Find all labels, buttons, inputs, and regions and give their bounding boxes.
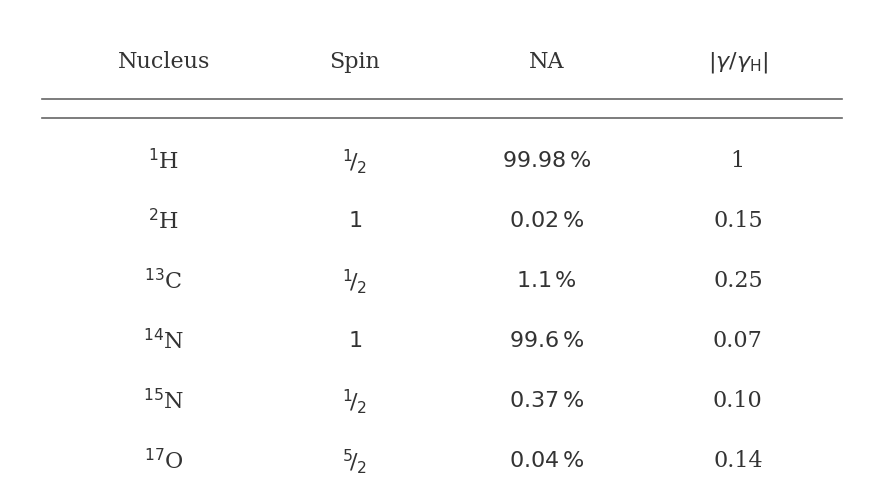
Text: $^{15}$N: $^{15}$N: [143, 389, 184, 414]
Text: 0.07: 0.07: [713, 331, 763, 352]
Text: $^{5}\!/_{2}$: $^{5}\!/_{2}$: [342, 447, 368, 476]
Text: 0.25: 0.25: [713, 271, 763, 292]
Text: 0.15: 0.15: [713, 211, 763, 232]
Text: $0.04\,\%$: $0.04\,\%$: [509, 450, 584, 472]
Text: $^{1}$H: $^{1}$H: [149, 149, 179, 174]
Text: 0.10: 0.10: [713, 391, 763, 412]
Text: Spin: Spin: [330, 51, 380, 73]
Text: $99.6\,\%$: $99.6\,\%$: [509, 331, 584, 352]
Text: 0.14: 0.14: [713, 450, 763, 472]
Text: $^{2}$H: $^{2}$H: [149, 209, 179, 234]
Text: $^{1}\!/_{2}$: $^{1}\!/_{2}$: [342, 147, 368, 176]
Text: $^{1}\!/_{2}$: $^{1}\!/_{2}$: [342, 267, 368, 296]
Text: $^{17}$O: $^{17}$O: [144, 449, 183, 474]
Text: 1: 1: [731, 151, 745, 172]
Text: $^{14}$N: $^{14}$N: [143, 329, 184, 354]
Text: $^{13}$C: $^{13}$C: [144, 269, 183, 294]
Text: Nucleus: Nucleus: [118, 51, 210, 73]
Text: NA: NA: [529, 51, 564, 73]
Text: $0.02\,\%$: $0.02\,\%$: [509, 211, 584, 232]
Text: $1.1\,\%$: $1.1\,\%$: [516, 271, 577, 292]
Text: $99.98\,\%$: $99.98\,\%$: [502, 151, 591, 172]
Text: $1$: $1$: [348, 331, 362, 352]
Text: $|\gamma/\gamma_{\mathrm{H}}|$: $|\gamma/\gamma_{\mathrm{H}}|$: [708, 50, 768, 75]
Text: $0.37\,\%$: $0.37\,\%$: [509, 391, 584, 412]
Text: $^{1}\!/_{2}$: $^{1}\!/_{2}$: [342, 387, 368, 416]
Text: $1$: $1$: [348, 211, 362, 232]
